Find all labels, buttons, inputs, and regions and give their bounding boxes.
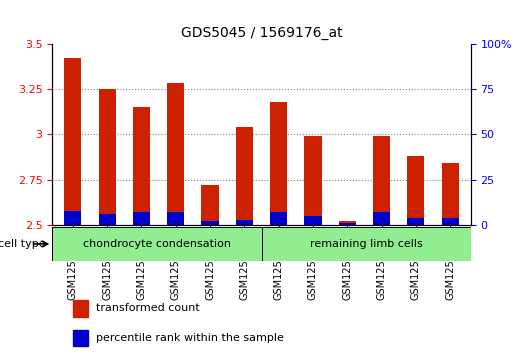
- Bar: [99, 89, 116, 225]
- Bar: [64, 58, 82, 225]
- Text: chondrocyte condensation: chondrocyte condensation: [83, 239, 231, 249]
- Bar: [201, 221, 219, 225]
- Bar: [201, 185, 219, 225]
- Bar: [167, 212, 184, 225]
- Bar: [407, 218, 424, 225]
- Bar: [304, 136, 322, 225]
- Bar: [373, 212, 390, 225]
- Bar: [373, 136, 390, 225]
- Bar: [407, 156, 424, 225]
- Bar: [73, 300, 88, 317]
- Bar: [64, 211, 82, 225]
- Text: transformed count: transformed count: [96, 303, 200, 313]
- Bar: [270, 102, 287, 225]
- Text: cell type: cell type: [0, 239, 46, 249]
- FancyBboxPatch shape: [52, 227, 262, 261]
- Bar: [133, 212, 150, 225]
- FancyBboxPatch shape: [262, 227, 471, 261]
- Bar: [441, 218, 459, 225]
- Bar: [339, 223, 356, 225]
- Bar: [339, 221, 356, 225]
- Bar: [133, 107, 150, 225]
- Bar: [167, 83, 184, 225]
- Bar: [304, 216, 322, 225]
- Bar: [236, 127, 253, 225]
- Bar: [236, 220, 253, 225]
- Title: GDS5045 / 1569176_at: GDS5045 / 1569176_at: [180, 26, 343, 40]
- Bar: [270, 212, 287, 225]
- Bar: [441, 163, 459, 225]
- Text: remaining limb cells: remaining limb cells: [310, 239, 423, 249]
- Bar: [99, 214, 116, 225]
- Bar: [73, 330, 88, 346]
- Text: percentile rank within the sample: percentile rank within the sample: [96, 333, 284, 343]
